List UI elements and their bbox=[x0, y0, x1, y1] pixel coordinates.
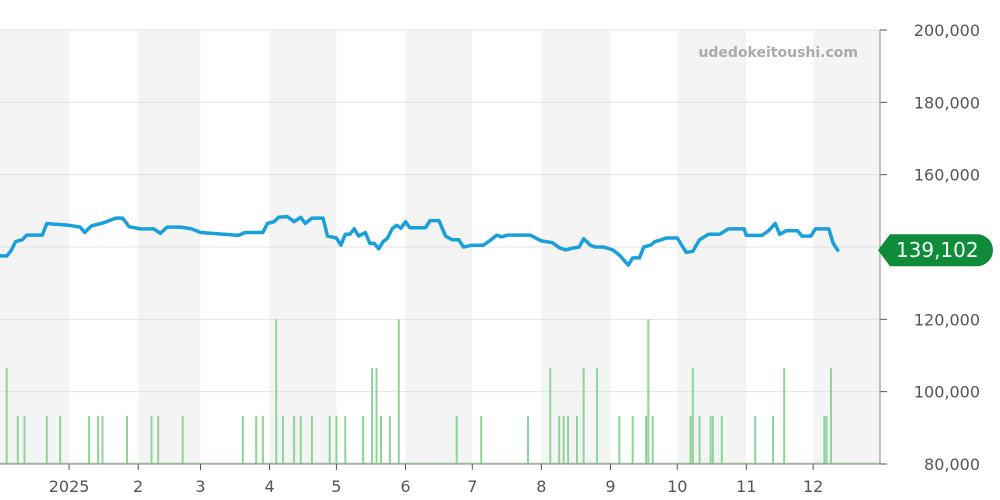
price-line-group bbox=[0, 214, 840, 267]
y-tick-label: 120,000 bbox=[914, 310, 980, 329]
y-tick-label: 200,000 bbox=[914, 21, 980, 40]
current-value-badge-bg bbox=[878, 234, 993, 267]
watermark-text: udedokeitoushi.com bbox=[698, 45, 858, 61]
x-tick-label: 10 bbox=[667, 477, 687, 496]
x-tick-label: 2 bbox=[133, 477, 143, 496]
grid-lines bbox=[0, 29, 880, 465]
current-value-label: 139,102 bbox=[896, 238, 979, 262]
x-tick-label: 3 bbox=[195, 477, 205, 496]
x-tick-label: 2025 bbox=[49, 477, 90, 496]
x-tick-label: 11 bbox=[736, 477, 756, 496]
y-tick-label: 160,000 bbox=[914, 166, 980, 185]
y-tick-label: 180,000 bbox=[914, 93, 980, 112]
x-tick-label: 9 bbox=[605, 477, 615, 496]
price-line bbox=[0, 214, 840, 267]
x-tick-label: 6 bbox=[400, 477, 410, 496]
x-tick-label: 8 bbox=[536, 477, 546, 496]
x-tick-label: 4 bbox=[264, 477, 274, 496]
volume-bars bbox=[0, 319, 880, 464]
x-tick-label: 7 bbox=[467, 477, 477, 496]
y-tick-label: 80,000 bbox=[924, 455, 980, 474]
current-value-badge: 139,102 bbox=[878, 234, 993, 267]
x-tick-label: 12 bbox=[803, 477, 823, 496]
y-tick-label: 100,000 bbox=[914, 383, 980, 402]
x-axis: 2025 2 3 4 5 6 7 8 9 10 11 12 bbox=[49, 464, 823, 496]
x-tick-label: 5 bbox=[331, 477, 341, 496]
